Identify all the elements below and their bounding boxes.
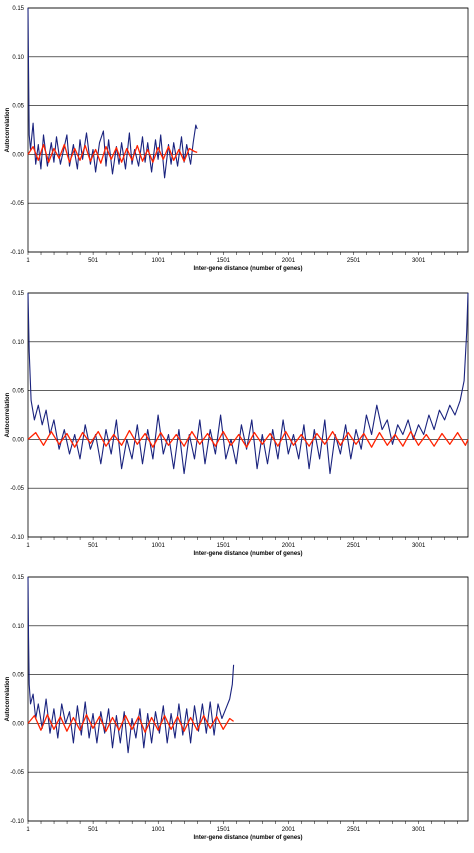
plot-frame [27,292,469,538]
y-tick-label: 0.10 [12,55,24,61]
x-tick-label: 2501 [347,543,361,549]
y-tick-label: 0.15 [12,6,24,12]
y-tick-label: 0.00 [12,152,24,158]
x-tick-label: 2501 [347,827,361,833]
y-tick-label: 0.05 [12,104,24,110]
chart-2: -0.10-0.050.000.050.100.151 501 1001 1501 20… [5,291,469,557]
y-tick-label: 0.10 [12,624,24,630]
x-axis-label: Inter-gene distance (number of genes) [193,835,302,841]
y-tick-label: 0.00 [12,437,24,443]
y-tick-label: -0.10 [10,819,24,825]
y-tick-label: 0.00 [12,721,24,727]
x-tick-label: 2501 [347,258,361,264]
x-tick-label: 1501 [217,543,231,549]
y-tick-label: -0.10 [10,535,24,541]
y-tick-label: -0.05 [10,486,24,492]
y-tick-label: -0.10 [10,250,24,256]
y-tick-label: -0.05 [10,770,24,776]
series-line-blue [27,7,198,179]
y-tick-label: 0.15 [12,575,24,581]
x-tick-label: 2001 [282,827,296,833]
x-tick-label: 3001 [412,258,426,264]
x-tick-label: 1001 [152,543,166,549]
y-axis-label: Autocorrelation [5,676,11,721]
x-tick-label: 3001 [412,543,426,549]
y-tick-label: 0.10 [12,340,24,346]
plot-frame [27,576,469,822]
x-axis-label: Inter-gene distance (number of genes) [193,551,302,557]
y-tick-label: 0.05 [12,389,24,395]
x-tick-label: 2001 [282,543,296,549]
y-tick-label: 0.15 [12,291,24,297]
y-axis-label: Autocorrelation [5,107,11,152]
series-line-blue [27,292,469,475]
x-tick-label: 1501 [217,827,231,833]
y-tick-label: 0.05 [12,673,24,679]
x-tick-label: 1001 [152,258,166,264]
x-tick-label: 1501 [217,258,231,264]
x-tick-label: 501 [88,258,99,264]
x-tick-label: 1001 [152,827,166,833]
chart-1: -0.10-0.050.000.050.100.151 501 1001 1501 20… [5,6,469,272]
series-line-red [27,713,234,733]
series-line-blue [27,576,235,754]
y-tick-label: -0.05 [10,201,24,207]
x-tick-label: 501 [88,543,99,549]
x-axis-label: Inter-gene distance (number of genes) [193,266,302,272]
x-tick-label: 1 [26,258,30,264]
x-tick-label: 2001 [282,258,296,264]
x-tick-label: 3001 [412,827,426,833]
x-tick-label: 1 [26,543,30,549]
x-tick-label: 1 [26,827,30,833]
plot-frame [27,7,469,253]
series-line-red [27,143,198,164]
x-tick-label: 501 [88,827,99,833]
y-axis-label: Autocorrelation [5,392,11,437]
series-line-red [27,429,469,448]
chart-3: -0.10-0.050.000.050.100.151 501 1001 1501 20… [5,575,469,841]
